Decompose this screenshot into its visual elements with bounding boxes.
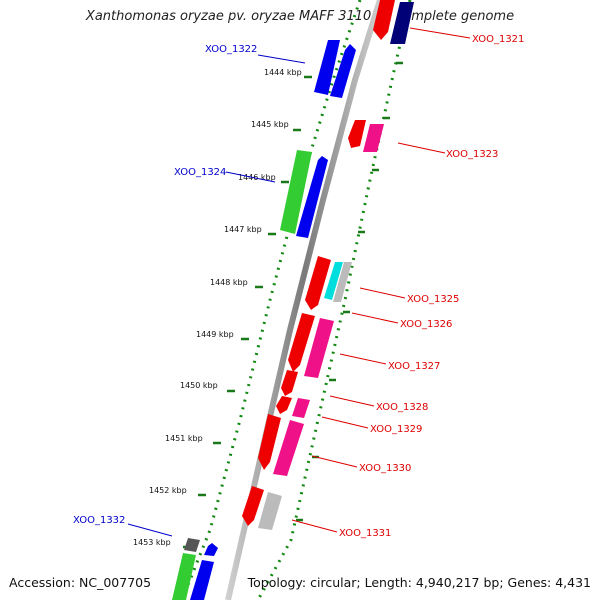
gene-block-xoo-1323b[interactable] xyxy=(363,124,384,152)
tick-labels: 1444 kbp 1445 kbp 1446 kbp 1447 kbp 1448… xyxy=(133,68,302,547)
gene-block-xoo-1325b[interactable] xyxy=(324,262,343,300)
tick-label: 1451 kbp xyxy=(165,434,203,443)
leader-lines xyxy=(127,27,471,537)
gene-block-xoo-1332c[interactable] xyxy=(204,543,218,556)
gene-label[interactable]: XOO_1330 xyxy=(359,463,411,474)
gene-label[interactable]: XOO_1328 xyxy=(376,402,428,413)
gene-block-xoo-1324b[interactable] xyxy=(296,156,328,238)
gene-label[interactable]: XOO_1332 xyxy=(73,515,125,526)
gene-block-xoo-1325c[interactable] xyxy=(333,262,352,302)
gene-block-xoo-1332b[interactable] xyxy=(172,553,196,600)
accession-label: Accession: NC_007705 xyxy=(9,575,152,590)
tick-label: 1445 kbp xyxy=(251,120,289,129)
gene-block-xoo-1329b[interactable] xyxy=(292,398,310,418)
tick-label: 1449 kbp xyxy=(196,330,234,339)
tick-label: 1444 kbp xyxy=(264,68,302,77)
gene-label[interactable]: XOO_1321 xyxy=(472,34,524,45)
gene-label[interactable]: XOO_1329 xyxy=(370,424,422,435)
gene-block-xoo-1324a[interactable] xyxy=(280,150,312,234)
gene-block-xoo-1331b[interactable] xyxy=(258,492,282,530)
gene-features xyxy=(172,0,414,600)
tick-label: 1452 kbp xyxy=(149,486,187,495)
genome-backbone xyxy=(225,0,383,600)
genome-summary-label: Topology: circular; Length: 4,940,217 bp… xyxy=(247,575,591,590)
gene-block-xoo-1331a[interactable] xyxy=(242,486,264,526)
tick-label: 1453 kbp xyxy=(133,538,171,547)
gene-block-xoo-1328[interactable] xyxy=(281,370,298,396)
gene-block-xoo-1326[interactable] xyxy=(288,313,315,372)
tick-label: 1450 kbp xyxy=(180,381,218,390)
gene-block-xoo-1322b[interactable] xyxy=(330,44,356,98)
gene-block-xoo-1322a[interactable] xyxy=(314,40,340,95)
gene-label[interactable]: XOO_1331 xyxy=(339,528,391,539)
gene-block-xoo-1321b[interactable] xyxy=(390,2,414,44)
gene-block-xoo-1330b[interactable] xyxy=(273,420,304,476)
gene-label[interactable]: XOO_1324 xyxy=(174,167,226,178)
gene-label[interactable]: XOO_1322 xyxy=(205,44,257,55)
outer-guide-ring xyxy=(256,0,412,600)
gene-label[interactable]: XOO_1323 xyxy=(446,149,498,160)
gene-block-xoo-1332a[interactable] xyxy=(184,538,200,552)
gene-label[interactable]: XOO_1327 xyxy=(388,361,440,372)
gene-block-xoo-1330a[interactable] xyxy=(258,414,281,470)
gene-block-xoo-1329a[interactable] xyxy=(276,396,292,414)
gene-block-xoo-1323a[interactable] xyxy=(348,120,366,148)
gene-block-xoo-1325a[interactable] xyxy=(305,256,331,310)
gene-label[interactable]: XOO_1326 xyxy=(400,319,452,330)
inner-guide-ring xyxy=(180,0,362,600)
tick-label: 1448 kbp xyxy=(210,278,248,287)
gene-block-xoo-1327[interactable] xyxy=(304,318,334,378)
gene-label-group: XOO_1321 XOO_1322 XOO_1323 XOO_1324 XOO_… xyxy=(73,34,524,539)
gene-block-xoo-1332d[interactable] xyxy=(190,560,214,600)
gene-block-xoo-1321a[interactable] xyxy=(373,0,395,40)
tick-label: 1447 kbp xyxy=(224,225,262,234)
tick-label: 1446 kbp xyxy=(238,173,276,182)
gene-label[interactable]: XOO_1325 xyxy=(407,294,459,305)
